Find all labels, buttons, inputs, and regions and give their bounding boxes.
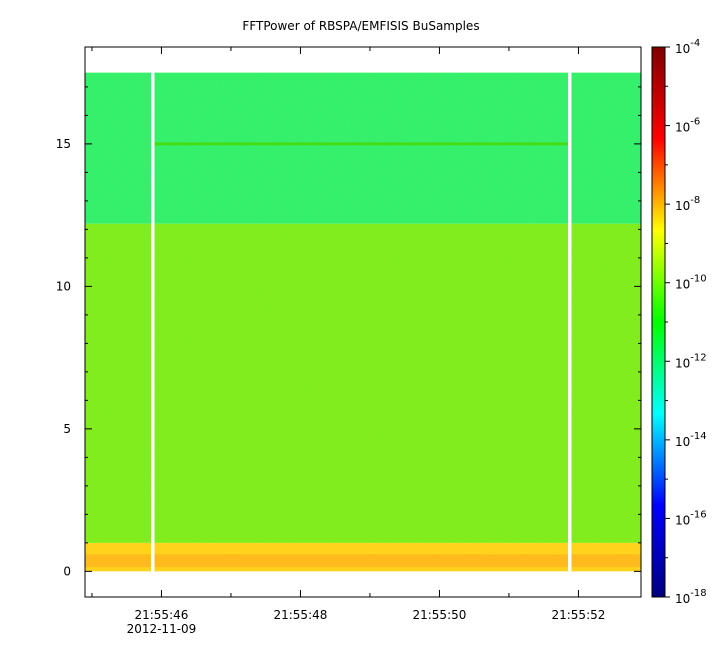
y-tick-label: 10: [56, 279, 71, 293]
colorbar-tick-label: 10-16: [675, 509, 707, 527]
y-axis: 0 5 10 15: [56, 86, 641, 578]
colorbar-tick-label: 10-8: [675, 195, 700, 213]
colorbar-tick-label: 10-12: [675, 352, 707, 370]
x-tick-label: 21:55:52: [551, 608, 605, 622]
heatmap-band-bottom: [85, 554, 641, 568]
colorbar-tick-label: 10-10: [675, 274, 707, 292]
heatmap-noise-1: [85, 223, 641, 543]
colorbar-tick-label: 10-4: [675, 38, 700, 56]
y-tick-label: 5: [63, 422, 71, 436]
colorbar-tick-label: 10-18: [675, 588, 707, 606]
colorbar-tick-label: 10-14: [675, 431, 707, 449]
x-tick-label: 21:55:48: [273, 608, 327, 622]
colorbar-tick-label: 10-6: [675, 117, 700, 135]
y-tick-label: 15: [56, 137, 71, 151]
x-tick-sublabel: 2012-11-09: [127, 622, 197, 636]
y-tick-label: 0: [63, 564, 71, 578]
x-tick-label: 21:55:50: [412, 608, 466, 622]
plot-area: [85, 72, 641, 572]
data-gap-1: [568, 72, 572, 572]
colorbar-gradient: [651, 46, 666, 598]
x-tick-label: 21:55:46: [134, 608, 188, 622]
heatmap-line-feature: [154, 142, 569, 146]
colorbar: 10-4 10-6 10-8 10-10 10-12 10-14 10-16 10-18: [651, 38, 707, 606]
heatmap-noise-2: [85, 72, 641, 224]
chart-title: FFTPower of RBSPA/EMFISIS BuSamples: [242, 19, 479, 33]
data-gap-0: [151, 72, 155, 572]
plot-frame: [84, 46, 642, 598]
